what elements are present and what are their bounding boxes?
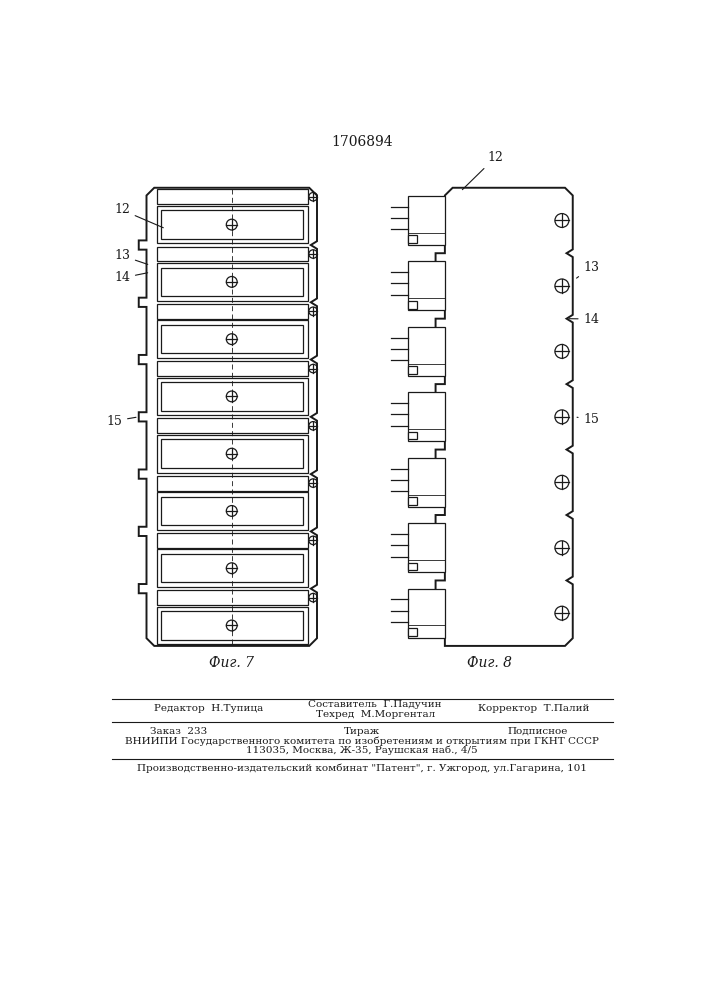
Bar: [161, 611, 303, 640]
Bar: [156, 492, 308, 530]
Text: Заказ  233: Заказ 233: [151, 727, 208, 736]
Bar: [161, 325, 303, 353]
Text: Корректор  Т.Палий: Корректор Т.Палий: [479, 704, 590, 713]
Text: 12: 12: [114, 203, 163, 228]
Bar: [408, 301, 417, 309]
Bar: [156, 549, 308, 587]
Bar: [408, 497, 417, 505]
Text: 13: 13: [576, 261, 600, 278]
Text: 14: 14: [569, 313, 600, 326]
Text: Подписное: Подписное: [508, 727, 568, 736]
Text: 15: 15: [106, 415, 136, 428]
Text: 1706894: 1706894: [331, 135, 393, 149]
Text: Редактор  Н.Тупица: Редактор Н.Тупица: [154, 704, 263, 713]
Bar: [161, 439, 303, 468]
Bar: [156, 378, 308, 415]
Bar: [156, 304, 308, 319]
Text: Фиг. 8: Фиг. 8: [467, 656, 512, 670]
Text: Фиг. 7: Фиг. 7: [209, 656, 255, 670]
Bar: [408, 235, 417, 243]
Bar: [161, 497, 303, 525]
Bar: [161, 554, 303, 582]
Bar: [408, 196, 445, 245]
Text: ВНИИПИ Государственного комитета по изобретениям и открытиям при ГКНТ СССР: ВНИИПИ Государственного комитета по изоб…: [125, 737, 599, 746]
Bar: [156, 247, 308, 261]
Bar: [156, 320, 308, 358]
Bar: [156, 590, 308, 605]
Bar: [156, 189, 308, 204]
Bar: [408, 327, 445, 376]
Text: 14: 14: [114, 271, 148, 284]
Bar: [408, 392, 445, 441]
Bar: [161, 210, 303, 239]
Bar: [156, 607, 308, 644]
Bar: [408, 366, 417, 374]
Text: 12: 12: [462, 151, 503, 190]
Bar: [408, 563, 417, 570]
Bar: [161, 268, 303, 296]
Bar: [156, 361, 308, 376]
Bar: [156, 476, 308, 491]
Bar: [408, 458, 445, 507]
Text: Составитель  Г.Падучин: Составитель Г.Падучин: [308, 700, 442, 709]
Bar: [408, 432, 417, 439]
Text: Техред  М.Моргентал: Техред М.Моргентал: [315, 710, 435, 719]
Bar: [408, 628, 417, 636]
Text: Тираж: Тираж: [344, 727, 380, 736]
Text: 13: 13: [114, 249, 148, 264]
Bar: [156, 533, 308, 548]
Text: 113035, Москва, Ж-35, Раушская наб., 4/5: 113035, Москва, Ж-35, Раушская наб., 4/5: [246, 746, 478, 755]
Bar: [156, 418, 308, 433]
Text: 15: 15: [577, 413, 600, 426]
Bar: [156, 435, 308, 473]
Bar: [408, 523, 445, 572]
Bar: [408, 589, 445, 638]
Bar: [156, 263, 308, 301]
Bar: [156, 206, 308, 243]
Text: Производственно-издательский комбинат "Патент", г. Ужгород, ул.Гагарина, 101: Производственно-издательский комбинат "П…: [137, 764, 587, 773]
Bar: [161, 382, 303, 411]
Bar: [408, 261, 445, 310]
